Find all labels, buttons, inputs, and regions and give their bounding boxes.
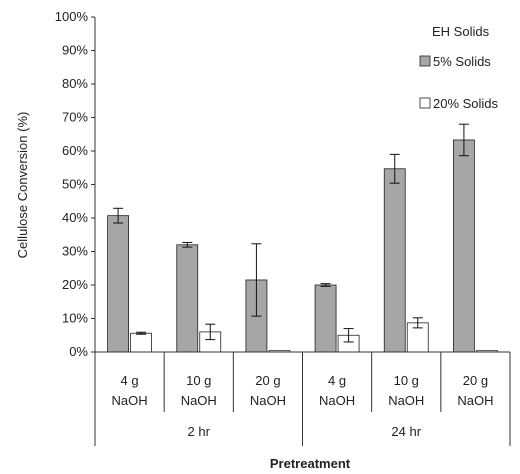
y-tick-label: 40% bbox=[62, 210, 88, 225]
y-tick-label: 30% bbox=[62, 244, 88, 259]
legend-swatch-5pct bbox=[419, 55, 431, 67]
y-tick-label: 70% bbox=[62, 110, 88, 125]
x-category-label-line2: NaOH bbox=[319, 393, 355, 408]
x-category-label-line1: 4 g bbox=[328, 373, 346, 388]
legend-label-20pct: 20% Solids bbox=[433, 96, 499, 111]
y-tick-label: 10% bbox=[62, 311, 88, 326]
y-axis-title: Cellulose Conversion (%) bbox=[15, 112, 30, 259]
y-tick-label: 90% bbox=[62, 43, 88, 58]
x-category-label-line2: NaOH bbox=[457, 393, 493, 408]
x-axis-title: Pretreatment bbox=[270, 456, 351, 471]
bar-5pct-solids bbox=[107, 215, 129, 353]
x-category-label-line1: 20 g bbox=[255, 373, 280, 388]
y-tick-label: 60% bbox=[62, 143, 88, 158]
x-group-label: 2 hr bbox=[188, 424, 211, 439]
x-category-label-line2: NaOH bbox=[181, 393, 217, 408]
x-category-label-line2: NaOH bbox=[250, 393, 286, 408]
legend-label-5pct: 5% Solids bbox=[433, 54, 491, 69]
bar-20pct-solids bbox=[130, 332, 152, 353]
legend-title: EH Solids bbox=[432, 24, 490, 39]
x-category-label-line2: NaOH bbox=[112, 393, 148, 408]
y-tick-label: 80% bbox=[62, 76, 88, 91]
y-tick-label: 0% bbox=[69, 344, 88, 359]
x-category-label-line1: 20 g bbox=[463, 373, 488, 388]
x-category-label-line1: 10 g bbox=[394, 373, 419, 388]
x-category-label-line1: 10 g bbox=[186, 373, 211, 388]
legend: EH Solids 5% Solids 20% Solids bbox=[419, 24, 499, 111]
y-tick-label: 50% bbox=[62, 177, 88, 192]
bar-5pct-solids bbox=[314, 284, 337, 353]
bar-5pct-solids bbox=[383, 168, 406, 353]
x-group-label: 24 hr bbox=[391, 424, 421, 439]
legend-swatch-20pct bbox=[419, 97, 431, 109]
bar-5pct-solids bbox=[453, 139, 475, 353]
y-tick-label: 100% bbox=[55, 9, 89, 24]
x-category-label-line1: 4 g bbox=[121, 373, 139, 388]
y-tick-label: 20% bbox=[62, 277, 88, 292]
bar-5pct-solids bbox=[176, 244, 199, 353]
x-category-label-line2: NaOH bbox=[388, 393, 424, 408]
